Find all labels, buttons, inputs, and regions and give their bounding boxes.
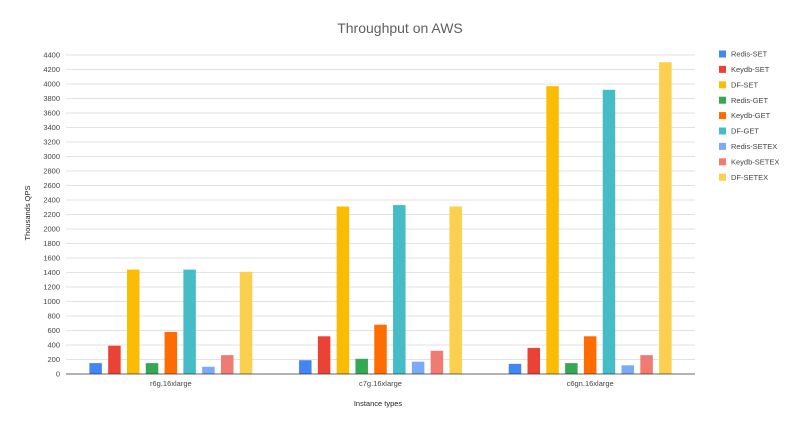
bar-df-set-0 — [126, 269, 140, 374]
legend-label: Redis-SET — [731, 50, 768, 59]
x-tick-label: c6gn.16xlarge — [567, 379, 614, 388]
bar-keydb-setex-2 — [640, 355, 653, 374]
legend-label: Keydb-SET — [731, 65, 770, 74]
legend-label: Redis-SETEX — [731, 142, 777, 151]
y-tick-label: 0 — [56, 370, 60, 379]
bar-df-setex-1 — [449, 206, 462, 374]
bar-redis-setex-1 — [411, 361, 425, 374]
bar-df-get-0 — [183, 269, 196, 374]
y-tick-label: 600 — [47, 326, 60, 335]
y-tick-label: 800 — [47, 312, 60, 321]
legend-swatch — [719, 173, 726, 181]
bar-df-get-2 — [602, 89, 616, 375]
y-tick-label: 2000 — [43, 225, 60, 234]
y-tick-label: 1200 — [43, 283, 60, 292]
y-tick-label: 1800 — [43, 239, 60, 248]
bar-redis-set-1 — [299, 360, 312, 374]
bar-redis-setex-0 — [202, 366, 215, 374]
legend-swatch — [719, 142, 726, 150]
bar-df-setex-2 — [659, 62, 672, 374]
bar-keydb-get-1 — [374, 324, 387, 374]
x-axis-ticks: r6g.16xlarge c7g.16xlarge c6gn.16xlarge — [150, 379, 614, 388]
y-axis-label: Thousands QPS — [23, 185, 32, 240]
legend-swatch — [719, 112, 726, 120]
bar-redis-get-0 — [145, 363, 159, 374]
bars — [89, 62, 672, 375]
bar-df-get-1 — [393, 205, 406, 374]
y-tick-label: 3800 — [43, 94, 60, 103]
legend-label: Keydb-GET — [731, 111, 771, 120]
y-tick-label: 2400 — [43, 196, 60, 205]
y-tick-label: 1600 — [43, 254, 60, 263]
bar-keydb-get-2 — [583, 336, 597, 374]
y-tick-label: 4200 — [43, 65, 60, 74]
bar-keydb-set-2 — [527, 347, 541, 374]
y-tick-label: 3200 — [43, 138, 60, 147]
bar-keydb-get-0 — [164, 331, 178, 374]
y-tick-label: 3600 — [43, 109, 60, 118]
bar-redis-get-1 — [355, 358, 368, 374]
legend-label: Keydb-SETEX — [731, 157, 779, 166]
bar-keydb-set-0 — [108, 345, 121, 374]
x-axis-label: Instance types — [354, 399, 403, 408]
legend-label: DF-SETEX — [731, 173, 768, 182]
legend-label: DF-GET — [731, 127, 759, 136]
chart-title: Throughput on AWS — [337, 20, 463, 36]
bar-df-set-2 — [546, 86, 559, 375]
legend-swatch — [719, 50, 726, 58]
legend-swatch — [719, 127, 726, 135]
y-axis-ticks: 0 200 400 600 800 1000 1200 1400 1600 1800 2000 220… — [43, 51, 60, 379]
legend-label: Redis-GET — [731, 96, 769, 105]
legend: Redis-SET Keydb-SET DF-SET Redis-GET Keydb-G… — [719, 50, 779, 182]
y-tick-label: 400 — [47, 341, 60, 350]
bar-redis-set-2 — [508, 363, 522, 374]
bar-redis-setex-2 — [621, 365, 635, 374]
legend-swatch — [719, 158, 726, 166]
legend-swatch — [719, 65, 726, 73]
y-tick-label: 1000 — [43, 297, 60, 306]
legend-swatch — [719, 81, 726, 89]
bar-keydb-setex-1 — [430, 350, 444, 374]
gridlines — [66, 54, 695, 360]
y-tick-label: 3000 — [43, 152, 60, 161]
y-tick-label: 4400 — [43, 51, 60, 60]
x-tick-label: c7g.16xlarge — [359, 379, 402, 388]
bar-keydb-setex-0 — [220, 355, 234, 374]
y-tick-label: 2200 — [43, 210, 60, 219]
x-tick-label: r6g.16xlarge — [150, 379, 192, 388]
bar-df-setex-0 — [239, 271, 253, 374]
bar-redis-set-0 — [89, 363, 102, 374]
y-tick-label: 4000 — [43, 80, 60, 89]
legend-label: DF-SET — [731, 80, 759, 89]
y-tick-label: 2800 — [43, 167, 60, 176]
bar-keydb-set-1 — [317, 336, 331, 374]
bar-redis-get-2 — [565, 363, 578, 374]
y-tick-label: 2600 — [43, 181, 60, 190]
y-tick-label: 3400 — [43, 123, 60, 132]
y-tick-label: 1400 — [43, 268, 60, 277]
y-tick-label: 200 — [47, 355, 60, 364]
legend-swatch — [719, 96, 726, 104]
bar-df-set-1 — [336, 206, 350, 374]
